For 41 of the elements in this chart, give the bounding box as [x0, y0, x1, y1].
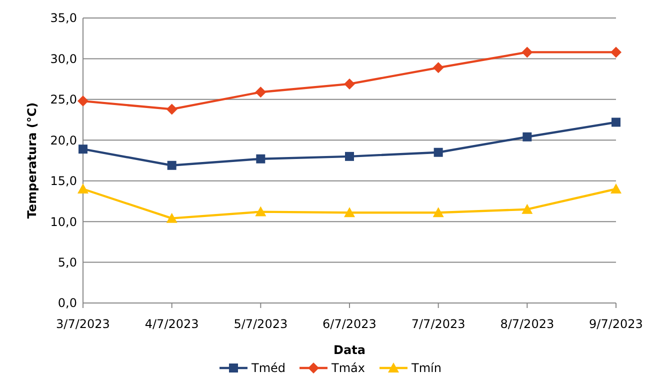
- x-tick-label: 5/7/2023: [234, 317, 288, 331]
- y-tick-label: 15,0: [50, 174, 77, 188]
- point: [434, 148, 443, 157]
- point: [522, 46, 533, 58]
- y-tick-label: 20,0: [50, 133, 77, 148]
- point: [345, 152, 354, 161]
- point: [432, 62, 444, 74]
- point: [522, 132, 532, 142]
- point: [522, 204, 533, 214]
- y-tick-label: 35,0: [50, 11, 77, 26]
- x-axis-title: Data: [334, 343, 366, 357]
- x-tick-label: 8/7/2023: [500, 317, 554, 331]
- x-tick-label: 9/7/2023: [589, 317, 643, 331]
- y-tick-label: 25,0: [50, 92, 77, 107]
- point: [78, 184, 88, 194]
- legend-label: Tmáx: [330, 361, 365, 376]
- point: [255, 86, 266, 98]
- point: [610, 46, 622, 58]
- point: [256, 154, 266, 164]
- point: [610, 184, 622, 194]
- point: [344, 207, 355, 218]
- x-tick-label: 3/7/2023: [56, 317, 110, 331]
- point: [612, 118, 620, 127]
- y-tick-label: 10,0: [50, 214, 77, 229]
- point: [78, 144, 88, 154]
- y-tick-label: 30,0: [50, 52, 77, 66]
- x-tick-label: 6/7/2023: [322, 317, 376, 331]
- point: [167, 160, 176, 170]
- y-tick-label: 5,0: [58, 255, 77, 270]
- y-axis-title: Temperatura (°C): [25, 102, 39, 219]
- x-tick-label: 4/7/2023: [144, 317, 199, 331]
- legend-label: Tméd: [250, 361, 286, 376]
- point: [166, 212, 178, 223]
- point: [166, 104, 178, 115]
- point: [344, 78, 355, 90]
- point: [432, 207, 444, 218]
- legend-label: Tmín: [410, 361, 442, 376]
- x-tick-label: 7/7/2023: [411, 317, 466, 331]
- point: [78, 96, 88, 107]
- point: [255, 206, 266, 216]
- y-tick-label: 0,0: [58, 296, 77, 310]
